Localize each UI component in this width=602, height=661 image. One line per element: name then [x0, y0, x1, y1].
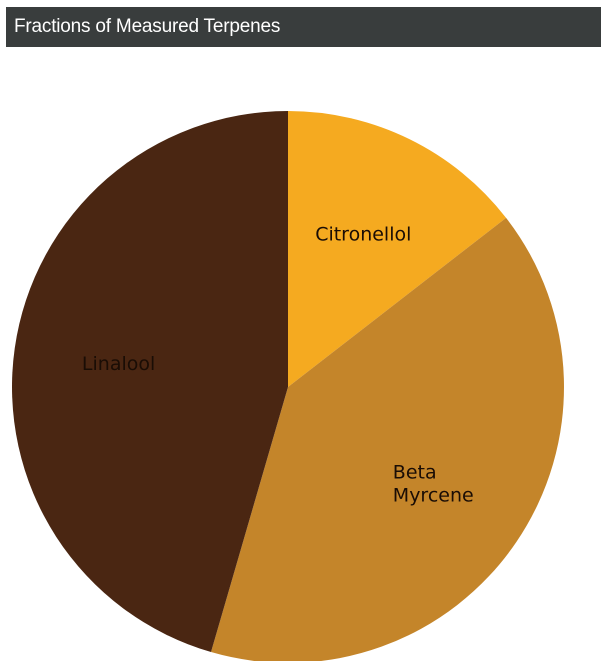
pie-slices	[12, 111, 564, 661]
pie-slice-citronellol	[288, 111, 507, 387]
pie-slice-beta-myrcene	[211, 217, 564, 661]
chart-title: Fractions of Measured Terpenes	[14, 16, 281, 37]
pie-label-linalool: Linalool	[82, 353, 155, 375]
pie-labels: Citronellol Beta Myrcene Linalool	[82, 223, 474, 506]
pie-label-citronellol: Citronellol	[315, 223, 411, 245]
chart-title-bar: Fractions of Measured Terpenes	[6, 7, 601, 47]
pie-label-beta-myrcene: Beta Myrcene	[393, 462, 474, 507]
pie-slice-linalool	[12, 111, 289, 653]
